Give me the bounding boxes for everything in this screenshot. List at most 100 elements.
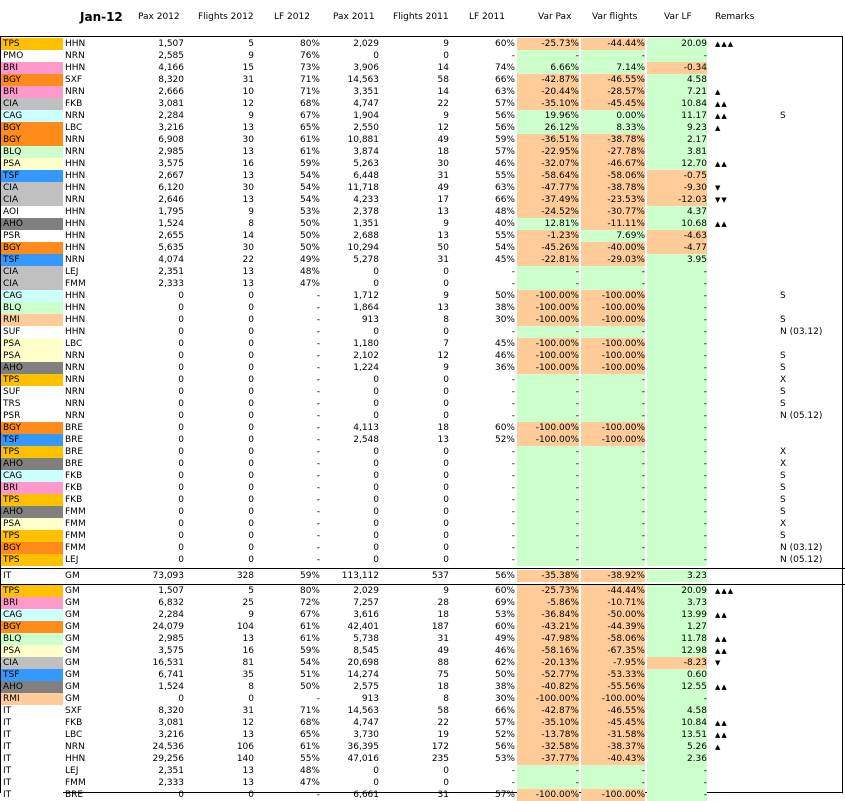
pax-2012-cell: 3,081 (158, 718, 184, 728)
lf-2011-cell: 57% (494, 790, 515, 800)
flights-2011-cell: 0 (443, 778, 449, 788)
pax-2012-cell: 0 (178, 315, 184, 325)
airport-cell: FMM (65, 519, 86, 529)
flights-2011-cell: 17 (437, 195, 449, 205)
pax-2011-cell: 10,881 (347, 135, 380, 145)
var-lf-cell: - (647, 765, 707, 777)
table-row: BGY HHN 5,635 30 50% 10,294 50 54% -45.26% -40.00… (0, 242, 845, 254)
airport-cell: HHN (65, 39, 86, 49)
pax-2012-cell: 3,575 (158, 646, 184, 656)
table-row: CAG HHN 0 0-1,712 9 50% -100.00% -100.00% - S (0, 290, 845, 302)
airport-cell: LEJ (65, 555, 79, 565)
pax-2011-cell: 1,712 (353, 291, 379, 301)
carrier-cell: CIA (1, 657, 63, 669)
table-row: CAG GM 2,284 9 67% 3,616 18 53% -36.84% -50.00% 13… (0, 609, 845, 621)
var-lf-cell: - (647, 314, 707, 326)
var-flights-cell: -23.53% (581, 194, 645, 206)
flights-2012-cell: 13 (242, 778, 254, 788)
remarks-cell: S (780, 507, 786, 517)
var-lf-cell: - (647, 266, 707, 278)
var-flights-cell: -100.00% (581, 302, 645, 314)
var-flights-cell: -67.35% (581, 645, 645, 657)
flights-2011-cell: 31 (437, 255, 449, 265)
lf-2011-cell: 46% (494, 159, 515, 169)
trend-cell (715, 542, 765, 554)
lf-2011-cell: - (511, 519, 515, 529)
remarks-cell: N (03.12) (780, 327, 823, 337)
var-pax-cell: -52.77% (517, 669, 579, 681)
lf-2011-cell: 74% (494, 63, 515, 73)
var-pax-cell: -20.44% (517, 86, 579, 98)
carrier-cell: RMI (1, 693, 63, 705)
var-lf-cell: 4.58 (647, 705, 707, 717)
var-pax-cell: -1.23% (517, 230, 579, 242)
table-row: PSR HHN 2,655 14 50% 2,688 13 55% -1.23% 7.69% -4.… (0, 230, 845, 242)
pax-2011-cell: 4,233 (353, 195, 379, 205)
pax-2012-cell: 0 (178, 531, 184, 541)
var-lf-cell: - (647, 458, 707, 470)
var-pax-cell: -24.52% (517, 206, 579, 218)
var-pax-cell: -22.81% (517, 254, 579, 266)
remarks-cell (780, 50, 842, 62)
var-pax-cell: -5.86% (517, 597, 579, 609)
lf-2011-cell: 63% (494, 183, 515, 193)
lf-2012-cell: 50% (299, 231, 320, 241)
flights-2011-cell: 13 (437, 303, 449, 313)
airport-cell: HHN (65, 754, 86, 764)
carrier-cell: TPS (1, 585, 63, 597)
table-row: TSF BRE 0 0-2,548 13 52% -100.00% -100.00% - (0, 434, 845, 446)
flights-2012-cell: 14 (242, 231, 254, 241)
airport-cell: SXF (65, 706, 83, 716)
trend-cell (715, 314, 765, 326)
var-flights-cell: -58.06% (581, 633, 645, 645)
flights-2012-cell: 0 (248, 447, 254, 457)
remarks-cell (780, 182, 842, 194)
trend-cell (715, 74, 765, 86)
var-lf-cell: 10.68 (647, 218, 707, 230)
var-flights-cell: - (581, 482, 645, 494)
var-pax-cell: - (517, 494, 579, 506)
airport-cell: NRN (65, 375, 85, 385)
flights-2012-cell: 104 (236, 622, 254, 632)
flights-2011-cell: 18 (437, 423, 449, 433)
remarks-cell (780, 74, 842, 86)
flights-2012-cell: 0 (248, 790, 254, 800)
lf-2011-cell: 54% (494, 243, 515, 253)
flights-2011-cell: 0 (443, 519, 449, 529)
var-pax-cell: -100.00% (517, 350, 579, 362)
remarks-cell (780, 170, 842, 182)
var-pax-cell: -42.87% (517, 705, 579, 717)
lf-2011-cell: 57% (494, 147, 515, 157)
var-flights-cell: - (581, 50, 645, 62)
flights-2012-cell: 0 (248, 411, 254, 421)
remarks-cell (780, 134, 842, 146)
carrier-cell: AOI (1, 206, 63, 218)
flights-2012-cell: 0 (248, 399, 254, 409)
var-flights-cell: - (581, 458, 645, 470)
lf-2012-cell: 61% (299, 742, 320, 752)
remarks-cell (780, 146, 842, 158)
flights-2011-cell: 8 (443, 694, 449, 704)
flights-2011-cell: 9 (443, 291, 449, 301)
flights-2011-cell: 18 (437, 610, 449, 620)
flights-2012-cell: 0 (248, 531, 254, 541)
lf-2012-cell: - (316, 459, 320, 469)
pax-2012-cell: 4,166 (158, 63, 184, 73)
lf-2011-cell: 69% (494, 598, 515, 608)
var-pax-cell: - (517, 398, 579, 410)
var-flights-cell: -50.00% (581, 609, 645, 621)
airport-cell: FMM (65, 778, 86, 788)
lf-2012-cell: 51% (299, 670, 320, 680)
table-row: TSF GM 6,741 35 51% 14,274 75 50% -52.77% -53.33%… (0, 669, 845, 681)
lf-2011-cell: 60% (494, 622, 515, 632)
lf-2011-cell: 46% (494, 351, 515, 361)
carrier-cell: IT (1, 777, 63, 789)
lf-2011-cell: - (511, 555, 515, 565)
var-pax-cell: - (517, 777, 579, 789)
remarks-cell (780, 729, 842, 741)
carrier-cell: BLQ (1, 633, 63, 645)
remarks-cell (780, 609, 842, 621)
remarks-cell: S (780, 387, 786, 397)
remarks-cell (780, 206, 842, 218)
airport-cell: HHN (65, 207, 86, 217)
